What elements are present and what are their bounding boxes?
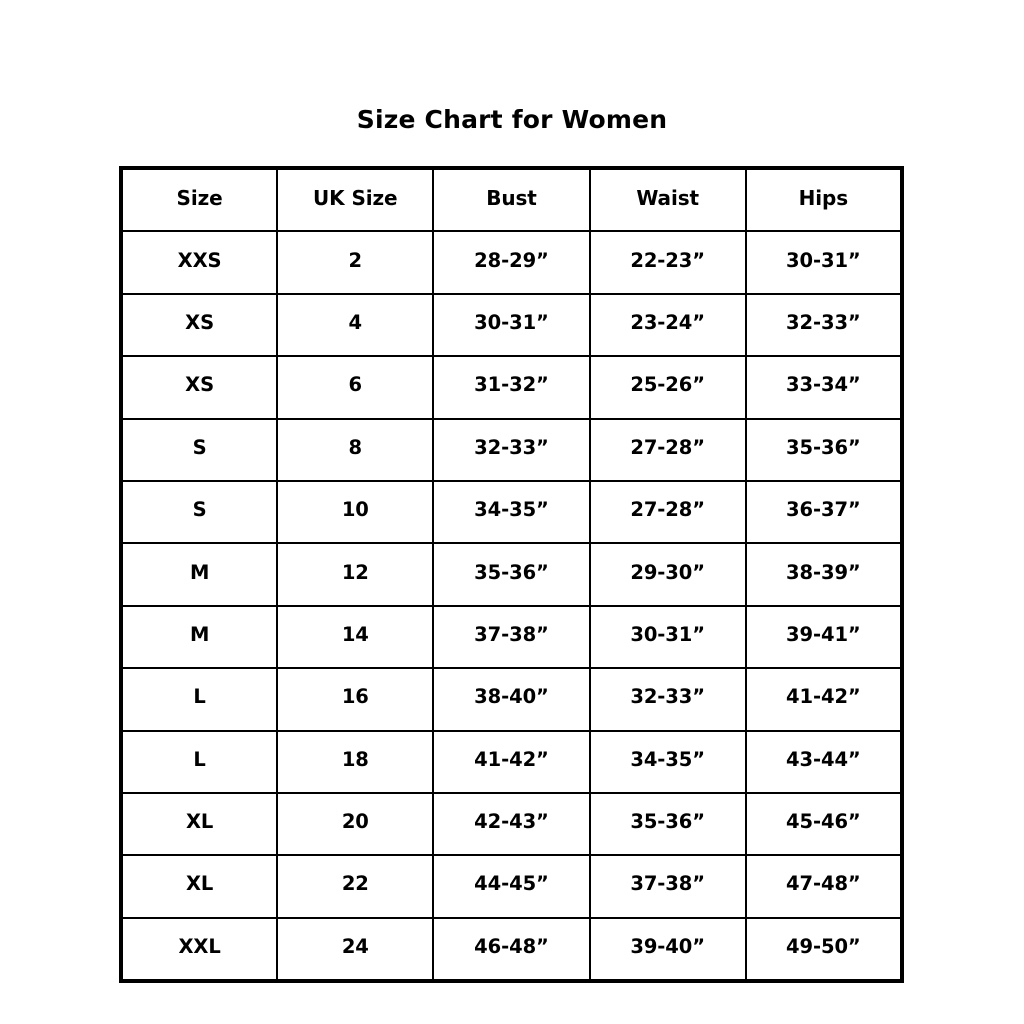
- cell-bust: 37-38”: [432, 604, 591, 670]
- cell-waist: 30-31”: [588, 604, 747, 670]
- cell-waist: 34-35”: [588, 729, 747, 794]
- cell-uk-size: 22: [276, 854, 435, 919]
- cell-bust: 46-48”: [432, 916, 591, 983]
- table-body: XXS 2 28-29” 22-23” 30-31” XS 4 30-31” 2…: [119, 230, 903, 983]
- cell-hips: 41-42”: [744, 667, 903, 732]
- cell-hips: 30-31”: [744, 230, 903, 295]
- cell-uk-size: 14: [276, 604, 435, 670]
- table-row: XXL 24 46-48” 39-40” 49-50”: [119, 916, 903, 983]
- cell-waist: 39-40”: [588, 916, 747, 983]
- size-chart-table: Size UK Size Bust Waist Hips XXS 2 28-29…: [119, 166, 904, 984]
- cell-bust: 28-29”: [432, 230, 591, 295]
- table-row: M 12 35-36” 29-30” 38-39”: [119, 542, 903, 607]
- cell-hips: 43-44”: [744, 729, 903, 794]
- cell-size: XXS: [119, 230, 279, 295]
- cell-waist: 27-28”: [588, 479, 747, 545]
- cell-uk-size: 16: [276, 667, 435, 732]
- table-row: XS 4 30-31” 23-24” 32-33”: [119, 292, 903, 358]
- cell-waist: 35-36”: [588, 791, 747, 857]
- cell-hips: 36-37”: [744, 479, 903, 545]
- page-title: Size Chart for Women: [356, 105, 668, 134]
- cell-size: XL: [119, 854, 279, 919]
- cell-uk-size: 8: [276, 417, 435, 482]
- table-row: XL 20 42-43” 35-36” 45-46”: [119, 791, 903, 857]
- column-header-size: Size: [119, 166, 279, 233]
- cell-hips: 49-50”: [744, 916, 903, 983]
- cell-size: XS: [119, 292, 279, 358]
- cell-bust: 41-42”: [432, 729, 591, 794]
- cell-uk-size: 4: [276, 292, 435, 358]
- cell-size: M: [119, 542, 279, 607]
- table-row: L 16 38-40” 32-33” 41-42”: [119, 667, 903, 732]
- cell-bust: 32-33”: [432, 417, 591, 482]
- cell-waist: 23-24”: [588, 292, 747, 358]
- cell-waist: 27-28”: [588, 417, 747, 482]
- table-header-row: Size UK Size Bust Waist Hips: [119, 166, 903, 233]
- cell-hips: 38-39”: [744, 542, 903, 607]
- table-row: S 10 34-35” 27-28” 36-37”: [119, 479, 903, 545]
- cell-bust: 38-40”: [432, 667, 591, 732]
- cell-hips: 47-48”: [744, 854, 903, 919]
- size-chart-container: Size UK Size Bust Waist Hips XXS 2 28-29…: [119, 166, 904, 984]
- cell-size: L: [119, 729, 279, 794]
- cell-size: XXL: [119, 916, 279, 983]
- cell-waist: 37-38”: [588, 854, 747, 919]
- cell-bust: 44-45”: [432, 854, 591, 919]
- column-header-hips: Hips: [744, 166, 903, 233]
- cell-size: M: [119, 604, 279, 670]
- cell-uk-size: 20: [276, 791, 435, 857]
- cell-hips: 32-33”: [744, 292, 903, 358]
- cell-bust: 42-43”: [432, 791, 591, 857]
- cell-uk-size: 24: [276, 916, 435, 983]
- table-row: XL 22 44-45” 37-38” 47-48”: [119, 854, 903, 919]
- cell-size: S: [119, 417, 279, 482]
- cell-uk-size: 18: [276, 729, 435, 794]
- cell-waist: 32-33”: [588, 667, 747, 732]
- table-row: M 14 37-38” 30-31” 39-41”: [119, 604, 903, 670]
- cell-size: XL: [119, 791, 279, 857]
- column-header-waist: Waist: [588, 166, 747, 233]
- column-header-bust: Bust: [432, 166, 591, 233]
- cell-hips: 39-41”: [744, 604, 903, 670]
- cell-hips: 45-46”: [744, 791, 903, 857]
- table-header: Size UK Size Bust Waist Hips: [119, 166, 903, 233]
- cell-uk-size: 6: [276, 355, 435, 420]
- cell-uk-size: 10: [276, 479, 435, 545]
- cell-uk-size: 12: [276, 542, 435, 607]
- cell-bust: 34-35”: [432, 479, 591, 545]
- cell-waist: 22-23”: [588, 230, 747, 295]
- cell-hips: 35-36”: [744, 417, 903, 482]
- table-row: XXS 2 28-29” 22-23” 30-31”: [119, 230, 903, 295]
- cell-size: L: [119, 667, 279, 732]
- table-row: XS 6 31-32” 25-26” 33-34”: [119, 355, 903, 420]
- cell-size: XS: [119, 355, 279, 420]
- cell-uk-size: 2: [276, 230, 435, 295]
- cell-bust: 35-36”: [432, 542, 591, 607]
- cell-waist: 25-26”: [588, 355, 747, 420]
- table-row: L 18 41-42” 34-35” 43-44”: [119, 729, 903, 794]
- cell-bust: 31-32”: [432, 355, 591, 420]
- cell-bust: 30-31”: [432, 292, 591, 358]
- cell-size: S: [119, 479, 279, 545]
- cell-waist: 29-30”: [588, 542, 747, 607]
- cell-hips: 33-34”: [744, 355, 903, 420]
- column-header-uk-size: UK Size: [276, 166, 435, 233]
- table-row: S 8 32-33” 27-28” 35-36”: [119, 417, 903, 482]
